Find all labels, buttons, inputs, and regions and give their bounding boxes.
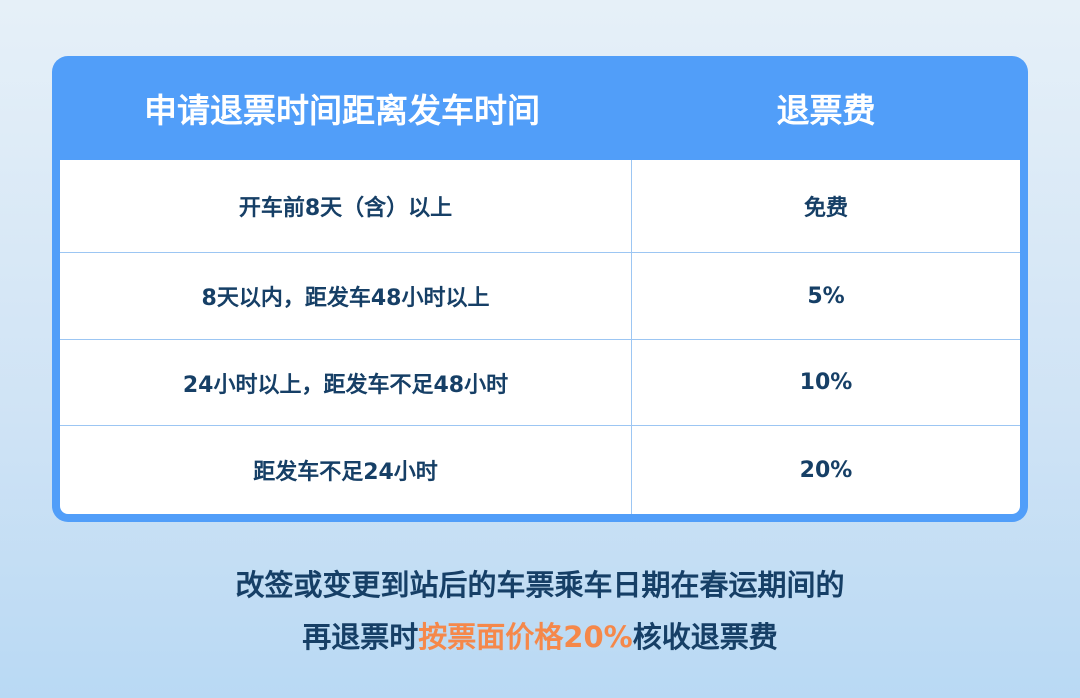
footer-highlight: 按票面价格20% bbox=[418, 620, 633, 654]
cell-fee: 免费 bbox=[803, 196, 848, 221]
table-row: 开车前8天（含）以上 免费 bbox=[60, 160, 1020, 253]
header-fee: 退票费 bbox=[776, 91, 876, 130]
table-row: 距发车不足24小时 20% bbox=[60, 426, 1020, 514]
header-time: 申请退票时间距离发车时间 bbox=[144, 91, 540, 130]
footer-pre: 再退票时 bbox=[302, 620, 419, 654]
footer-post: 核收退票费 bbox=[632, 620, 778, 654]
footer-note-line1: 改签或变更到站后的车票乘车日期在春运期间的 bbox=[235, 568, 845, 602]
table-row: 24小时以上，距发车不足48小时 10% bbox=[60, 340, 1020, 426]
table-row: 8天以内，距发车48小时以上 5% bbox=[60, 253, 1020, 340]
cell-time: 8天以内，距发车48小时以上 bbox=[60, 253, 632, 339]
table-header: 申请退票时间距离发车时间 退票费 bbox=[52, 56, 1028, 160]
cell-time: 24小时以上，距发车不足48小时 bbox=[60, 340, 632, 425]
refund-fee-table: 申请退票时间距离发车时间 退票费 开车前8天（含）以上 免费 8天以内，距发车4… bbox=[52, 56, 1028, 522]
table-body: 开车前8天（含）以上 免费 8天以内，距发车48小时以上 5% 24小时以上，距… bbox=[60, 160, 1020, 514]
footer-note-line2: 再退票时按票面价格20%核收退票费 bbox=[0, 614, 1080, 656]
cell-time: 开车前8天（含）以上 bbox=[60, 160, 632, 252]
cell-fee: 5% bbox=[807, 283, 845, 309]
cell-fee: 20% bbox=[799, 457, 853, 483]
cell-time: 距发车不足24小时 bbox=[60, 426, 632, 514]
cell-fee: 10% bbox=[799, 370, 853, 395]
